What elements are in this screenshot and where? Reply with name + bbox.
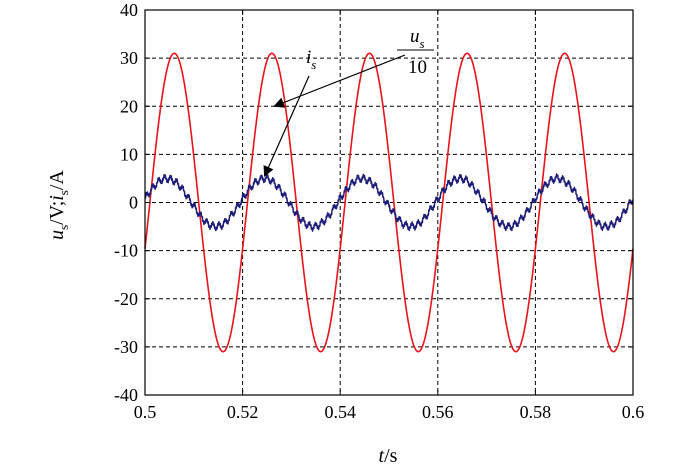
x-axis-label: t/s (379, 445, 398, 467)
annotation-us-scale: 10 (408, 57, 427, 78)
y-tick-label: -10 (114, 241, 138, 261)
y-axis-label: us/V;is/A (46, 170, 71, 240)
annotation-us-label: us (410, 26, 425, 51)
y-axis-label-sub1: s (56, 225, 71, 230)
y-tick-label: -30 (114, 337, 138, 357)
x-tick-label: 0.52 (227, 402, 259, 422)
y-axis-label-unit: /A (46, 170, 68, 191)
annotation-us-sub: s (420, 36, 425, 51)
x-tick-label: 0.58 (520, 402, 552, 422)
x-axis-label-var: t (379, 445, 385, 467)
y-tick-label: -40 (114, 385, 138, 405)
x-tick-label: 0.5 (134, 402, 157, 422)
series-layer (144, 52, 634, 353)
y-axis-label-mid: /V; (46, 201, 68, 225)
y-axis-label-sub2: s (56, 190, 71, 195)
annotation-us-var: u (410, 26, 420, 47)
annotation-is-var: i (306, 47, 311, 68)
annotation-is: is (263, 47, 316, 178)
y-axis-label-var2: i (46, 195, 68, 201)
y-tick-label: 0 (129, 193, 138, 213)
y-axis-label-var1: u (46, 230, 68, 240)
y-axis-ticks: -40 -30 -20 -10 0 10 20 30 40 (114, 0, 633, 405)
x-tick-label: 0.54 (324, 402, 356, 422)
annotation-us-arrow (273, 54, 406, 108)
annotation-is-label: is (306, 47, 316, 72)
y-tick-label: 40 (120, 0, 138, 20)
annotation-is-sub: s (311, 57, 316, 72)
series-line-us (144, 52, 634, 353)
y-tick-label: -20 (114, 289, 138, 309)
x-axis-ticks: 0.5 0.52 0.54 0.56 0.58 0.6 (134, 10, 645, 422)
x-tick-label: 0.6 (622, 402, 645, 422)
annotation-us: us 10 (273, 26, 434, 108)
y-tick-label: 10 (120, 144, 138, 164)
x-axis-label-unit: /s (384, 445, 398, 467)
x-tick-label: 0.56 (422, 402, 454, 422)
series-line-is (144, 173, 634, 232)
y-tick-label: 20 (120, 96, 138, 116)
annotation-is-arrow (263, 75, 310, 178)
y-tick-label: 30 (120, 48, 138, 68)
